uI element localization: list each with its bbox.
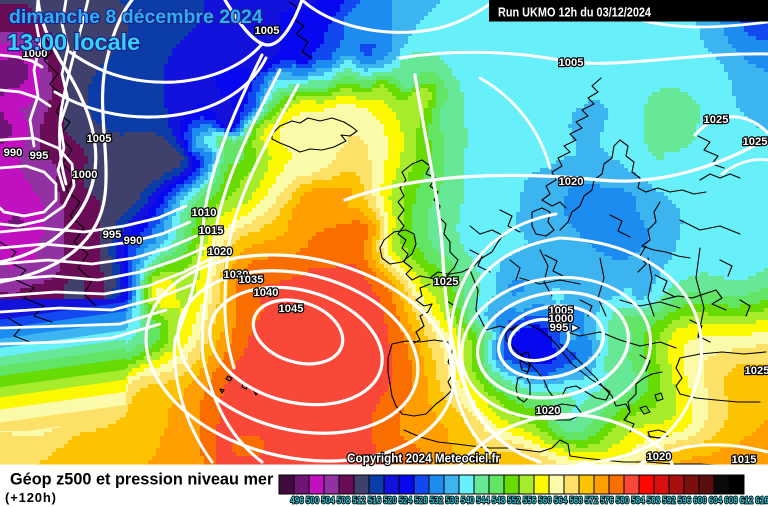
svg-text:▶: ▶ bbox=[572, 323, 579, 332]
svg-text:1005: 1005 bbox=[255, 25, 280, 37]
svg-text:1025: 1025 bbox=[434, 276, 459, 288]
svg-text:608: 608 bbox=[724, 496, 738, 507]
svg-text:1000: 1000 bbox=[73, 169, 98, 181]
svg-text:516: 516 bbox=[368, 496, 382, 507]
svg-text:556: 556 bbox=[523, 496, 537, 507]
svg-text:1005: 1005 bbox=[549, 305, 574, 317]
svg-text:1020: 1020 bbox=[536, 405, 561, 417]
svg-text:1005: 1005 bbox=[559, 57, 584, 69]
svg-text:1020: 1020 bbox=[559, 176, 584, 188]
svg-text:dimanche 8 décembre 2024: dimanche 8 décembre 2024 bbox=[9, 6, 263, 28]
svg-text:1045: 1045 bbox=[279, 303, 304, 315]
svg-text:Run UKMO 12h du 03/12/2024: Run UKMO 12h du 03/12/2024 bbox=[498, 5, 651, 20]
svg-text:1015: 1015 bbox=[199, 225, 224, 237]
svg-text:Géop z500 et pression niveau m: Géop z500 et pression niveau mer bbox=[10, 471, 274, 489]
svg-text:(+120h): (+120h) bbox=[5, 490, 56, 505]
svg-text:524: 524 bbox=[399, 496, 413, 507]
svg-text:552: 552 bbox=[507, 496, 521, 507]
svg-text:496: 496 bbox=[290, 496, 304, 507]
svg-text:1015: 1015 bbox=[732, 454, 757, 466]
svg-text:596: 596 bbox=[678, 496, 692, 507]
svg-text:532: 532 bbox=[430, 496, 444, 507]
svg-text:616: 616 bbox=[755, 496, 768, 507]
svg-text:572: 572 bbox=[585, 496, 599, 507]
svg-text:564: 564 bbox=[554, 496, 568, 507]
svg-text:1025: 1025 bbox=[704, 114, 729, 126]
svg-text:528: 528 bbox=[414, 496, 428, 507]
svg-text:584: 584 bbox=[631, 496, 645, 507]
svg-text:1025: 1025 bbox=[745, 365, 768, 377]
svg-text:1010: 1010 bbox=[192, 207, 217, 219]
svg-text:600: 600 bbox=[693, 496, 707, 507]
svg-text:540: 540 bbox=[461, 496, 475, 507]
svg-text:1005: 1005 bbox=[87, 133, 112, 145]
svg-text:536: 536 bbox=[445, 496, 459, 507]
svg-text:995: 995 bbox=[30, 150, 49, 162]
svg-text:1020: 1020 bbox=[208, 246, 233, 258]
svg-text:512: 512 bbox=[352, 496, 366, 507]
svg-text:576: 576 bbox=[600, 496, 614, 507]
svg-text:500: 500 bbox=[306, 496, 320, 507]
svg-text:604: 604 bbox=[709, 496, 723, 507]
svg-text:588: 588 bbox=[647, 496, 661, 507]
svg-text:1000: 1000 bbox=[549, 313, 574, 325]
svg-text:1025: 1025 bbox=[743, 136, 768, 148]
svg-text:520: 520 bbox=[383, 496, 397, 507]
svg-text:995: 995 bbox=[550, 322, 569, 334]
svg-text:508: 508 bbox=[337, 496, 351, 507]
svg-text:544: 544 bbox=[476, 496, 490, 507]
svg-text:504: 504 bbox=[321, 496, 335, 507]
svg-text:1000: 1000 bbox=[23, 48, 48, 60]
svg-text:1040: 1040 bbox=[254, 287, 279, 299]
svg-text:612: 612 bbox=[740, 496, 754, 507]
svg-text:1020: 1020 bbox=[647, 451, 672, 463]
svg-text:568: 568 bbox=[569, 496, 583, 507]
svg-text:592: 592 bbox=[662, 496, 676, 507]
svg-text:548: 548 bbox=[492, 496, 506, 507]
svg-text:580: 580 bbox=[616, 496, 630, 507]
svg-text:995: 995 bbox=[103, 229, 122, 241]
svg-text:Copyright 2024 Meteociel.fr: Copyright 2024 Meteociel.fr bbox=[347, 451, 500, 466]
svg-text:1035: 1035 bbox=[239, 274, 264, 286]
svg-text:13:00 locale: 13:00 locale bbox=[7, 29, 140, 55]
svg-text:1030: 1030 bbox=[224, 269, 249, 281]
svg-text:990: 990 bbox=[4, 147, 23, 159]
svg-text:990: 990 bbox=[124, 235, 143, 247]
svg-text:560: 560 bbox=[538, 496, 552, 507]
